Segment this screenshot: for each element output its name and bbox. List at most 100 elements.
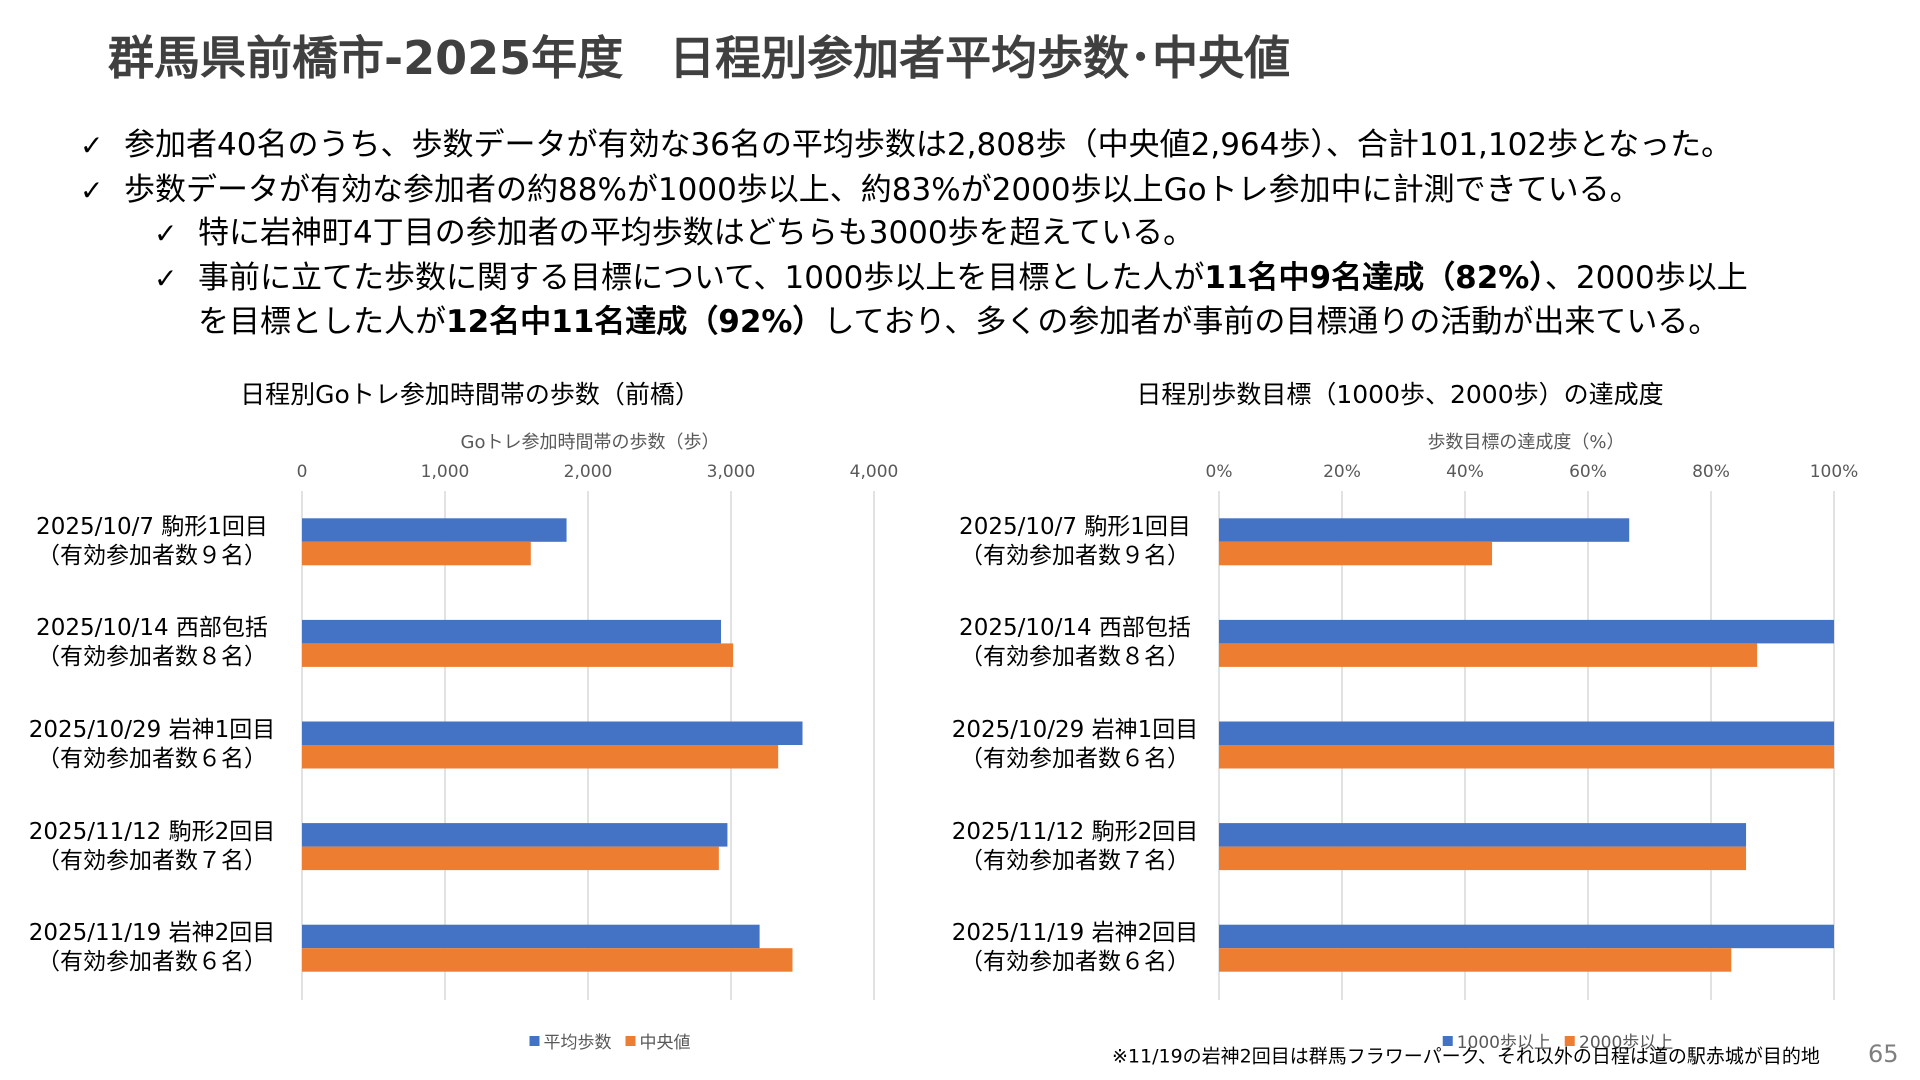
category-date: 2025/10/7 駒形1回目 [36, 513, 268, 540]
check-icon: ✓ [154, 217, 178, 250]
x-tick-label: 0% [1205, 462, 1233, 482]
category-date: 2025/10/29 岩神1回目 [951, 717, 1199, 743]
category-label: 2025/11/19 岩神2回目 （有効参加者数６名） [952, 919, 1199, 977]
legend-label: 平均歩数 [543, 1033, 612, 1053]
category-date: 2025/11/12 駒形2回目 [28, 818, 276, 845]
bullet-1: ✓ 参加者40名のうち、歩数データが有効な36名の平均歩数は2,808歩（中央値2… [80, 123, 1732, 168]
category-date: 2025/10/7 駒形1回目 [959, 513, 1191, 540]
legend-label: 1000歩以上 [1456, 1033, 1551, 1053]
x-tick-label: 0 [296, 462, 308, 482]
x-tick-label: 40% [1446, 462, 1484, 482]
category-participants: （有効参加者数７名） [959, 847, 1190, 874]
category-participants: （有効参加者数９名） [959, 542, 1190, 569]
bar-series2 [1219, 745, 1834, 769]
category-participants: （有効参加者数７名） [36, 847, 267, 874]
bar-series2 [1219, 846, 1747, 871]
bullet-text-bold: 11名中9名達成（82%） [1204, 260, 1545, 296]
bar-series1 [302, 721, 803, 745]
page-number: 65 [1868, 1040, 1899, 1068]
bar-series1 [1219, 518, 1630, 542]
bullet-text: しており、多くの参加者が事前の目標通りの活動が出来ている。 [823, 304, 1720, 340]
category-label: 2025/11/12 駒形2回目 （有効参加者数７名） [952, 818, 1199, 876]
bullet-text: 参加者40名のうち、歩数データが有効な36名の平均歩数は2,808歩（中央値2,… [124, 127, 1733, 163]
bar-series1 [302, 823, 728, 847]
x-axis-title: 歩数目標の達成度（%） [1427, 432, 1625, 453]
legend-label: 中央値 [639, 1033, 691, 1053]
legend-swatch [529, 1035, 540, 1046]
bullet-text: を目標とした人が [198, 304, 446, 340]
bar-series2 [1219, 948, 1732, 972]
x-tick-label: 3,000 [706, 462, 756, 482]
legend-swatch [1442, 1035, 1453, 1046]
bullet-text: 歩数データが有効な参加者の約88%が1000歩以上、約83%が2000歩以上Go… [124, 172, 1641, 208]
page-title: 群馬県前橋市-2025年度 日程別参加者平均歩数･中央値 [108, 31, 1291, 85]
category-date: 2025/11/19 岩神2回目 [951, 920, 1199, 947]
bar-series1 [302, 924, 760, 949]
category-date: 2025/11/12 駒形2回目 [951, 818, 1199, 845]
category-label: 2025/10/14 西部包括 （有効参加者数８名） [36, 614, 268, 672]
legend: 平均歩数 中央値 [529, 1028, 691, 1053]
bar-series1 [1219, 823, 1747, 847]
category-date: 2025/10/29 岩神1回目 [28, 717, 276, 743]
bullet-text: 事前に立てた歩数に関する目標について、1000歩以上を目標とした人が [198, 260, 1205, 296]
chart-title: 日程別歩数目標（1000歩、2000歩）の達成度 [1136, 380, 1664, 409]
bullet-text-bold: 12名中11名達成（92%） [446, 304, 824, 340]
bar-series1 [302, 518, 567, 542]
category-date: 2025/10/14 西部包括 [36, 615, 268, 642]
x-axis-title: Goトレ参加時間帯の歩数（歩） [460, 432, 720, 453]
category-label: 2025/10/29 岩神1回目 （有効参加者数６名） [29, 716, 276, 774]
bar-series2 [302, 745, 779, 769]
bar-series2 [1219, 643, 1758, 667]
category-label: 2025/10/7 駒形1回目 （有効参加者数９名） [959, 513, 1191, 571]
category-participants: （有効参加者数６名） [959, 746, 1190, 772]
sub-bullet-2-continuation: を目標とした人が12名中11名達成（92%）しており、多くの参加者が事前の目標通… [198, 300, 1719, 344]
check-icon: ✓ [80, 129, 104, 162]
category-date: 2025/11/19 岩神2回目 [28, 920, 276, 947]
x-tick-label: 1,000 [420, 462, 470, 482]
category-participants: （有効参加者数８名） [959, 644, 1190, 671]
legend-swatch [625, 1035, 636, 1046]
bar-series1 [1219, 721, 1834, 745]
x-tick-label: 80% [1692, 462, 1730, 482]
bullet-2: ✓ 歩数データが有効な参加者の約88%が1000歩以上、約83%が2000歩以上G… [80, 168, 1641, 213]
bar-series2 [1219, 541, 1493, 566]
bar-series2 [302, 948, 793, 972]
bullet-text: 、2000歩以上 [1544, 260, 1748, 296]
legend-item-2000: 2000歩以上 [1565, 1028, 1673, 1053]
bar-series1 [1219, 924, 1834, 949]
category-label: 2025/10/14 西部包括 （有効参加者数８名） [959, 614, 1191, 672]
chart-title: 日程別Goトレ参加時間帯の歩数（前橋） [240, 380, 700, 409]
legend-swatch [1565, 1035, 1575, 1046]
bar-series2 [302, 541, 531, 566]
bar-series1 [1219, 619, 1834, 644]
category-label: 2025/10/29 岩神1回目 （有効参加者数６名） [952, 716, 1199, 774]
category-date: 2025/10/14 西部包括 [959, 615, 1191, 642]
legend-item-mean: 平均歩数 [529, 1028, 612, 1053]
sub-bullet-2: ✓ 事前に立てた歩数に関する目標について、1000歩以上を目標とした人が11名中9… [154, 256, 1748, 301]
category-participants: （有効参加者数９名） [36, 542, 267, 569]
category-participants: （有効参加者数６名） [36, 949, 267, 976]
legend: 1000歩以上 2000歩以上 [1442, 1028, 1673, 1053]
category-label: 2025/10/7 駒形1回目 （有効参加者数９名） [36, 513, 268, 571]
check-icon: ✓ [80, 174, 104, 207]
category-label: 2025/11/19 岩神2回目 （有効参加者数６名） [29, 919, 276, 977]
x-tick-label: 2,000 [563, 462, 613, 482]
footnote: ※11/19の岩神2回目は群馬フラワーパーク、それ以外の日程は道の駅赤城が目的地 [1112, 1045, 1820, 1068]
bullet-text: 特に岩神町4丁目の参加者の平均歩数はどちらも3000歩を超えている。 [198, 215, 1195, 251]
x-tick-label: 100% [1809, 462, 1859, 482]
check-icon: ✓ [154, 262, 178, 295]
x-tick-label: 4,000 [849, 462, 899, 482]
category-participants: （有効参加者数６名） [36, 746, 267, 772]
category-label: 2025/11/12 駒形2回目 （有効参加者数７名） [29, 818, 276, 876]
x-tick-label: 60% [1569, 462, 1607, 482]
bar-series2 [302, 846, 719, 871]
bar-series1 [302, 619, 721, 644]
x-tick-label: 20% [1323, 462, 1361, 482]
legend-item-1000: 1000歩以上 [1442, 1028, 1551, 1053]
legend-label: 2000歩以上 [1579, 1033, 1674, 1053]
bar-series2 [302, 643, 734, 667]
category-participants: （有効参加者数８名） [36, 644, 267, 671]
category-participants: （有効参加者数６名） [959, 949, 1190, 976]
